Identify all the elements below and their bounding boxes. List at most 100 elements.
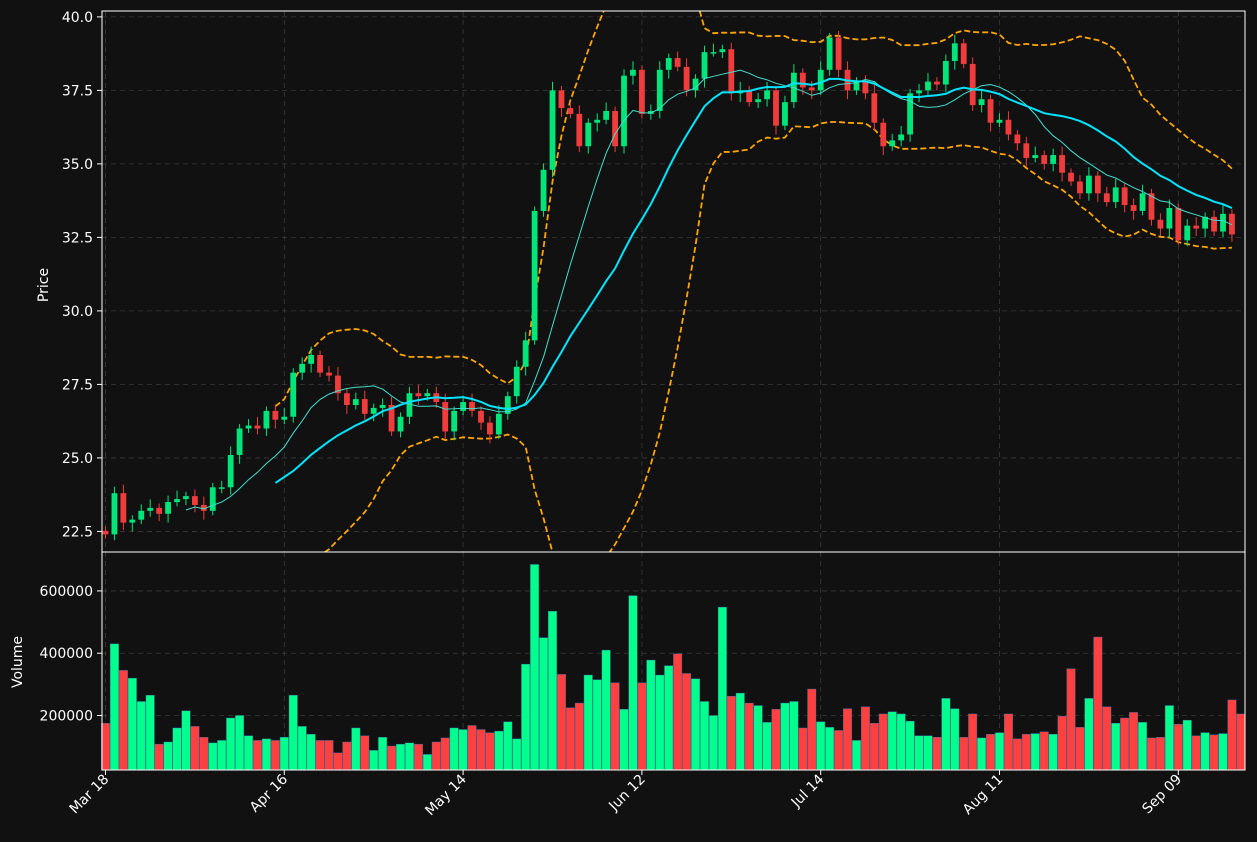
volume-bar	[959, 737, 969, 771]
volume-bar	[950, 708, 960, 771]
candle-body	[191, 496, 198, 505]
candle	[1220, 205, 1226, 238]
price-y-axis: 22.5 25.0 27.5 30.0 32.5 35.0 37.5 40.0	[62, 10, 102, 540]
x-tick-label: Apr 16	[247, 771, 291, 815]
candle	[630, 61, 636, 85]
candle-body	[281, 416, 288, 420]
candle	[853, 77, 860, 95]
volume-bar	[512, 738, 522, 771]
volume-bar	[601, 649, 611, 771]
volume-bar	[789, 701, 799, 771]
candle	[1148, 188, 1155, 226]
candle-body	[1157, 219, 1164, 229]
candle-body	[442, 402, 449, 432]
moving-average-slow	[274, 77, 1233, 484]
volume-bar	[932, 737, 942, 771]
volume-bar	[574, 702, 584, 771]
volume-bar	[101, 723, 110, 771]
volume-bar	[673, 653, 683, 771]
candle	[406, 386, 413, 425]
candle-body	[1103, 193, 1110, 203]
volume-bar	[816, 721, 826, 771]
candle-body	[361, 399, 368, 414]
candle-body	[1077, 181, 1083, 194]
volume-bar	[1048, 733, 1058, 771]
candle	[236, 424, 243, 464]
candle-body	[969, 63, 976, 106]
candle-body	[1050, 155, 1057, 164]
candle	[773, 85, 779, 135]
candle	[1059, 146, 1065, 182]
volume-tick-label: 600000	[40, 584, 93, 600]
volume-bar	[118, 670, 128, 771]
bollinger-lower-band	[323, 121, 1232, 552]
candle-body	[352, 399, 359, 405]
volume-axis-label: Volume	[10, 636, 26, 688]
volume-bar	[744, 702, 754, 771]
volume-bar	[539, 637, 549, 771]
volume-bar	[324, 740, 334, 771]
candle	[460, 395, 467, 416]
volume-bar	[217, 740, 227, 771]
candle	[594, 113, 601, 132]
candle-body	[728, 49, 735, 94]
volume-bar	[726, 695, 736, 771]
candle	[478, 406, 484, 430]
volume-bar	[691, 678, 700, 771]
candle	[1130, 198, 1137, 220]
candle	[871, 84, 878, 131]
candle-body	[165, 502, 171, 514]
candle	[120, 484, 127, 530]
volume-bar	[458, 729, 468, 771]
volume-bar	[422, 754, 432, 771]
candle	[1211, 210, 1217, 236]
volume-bar	[556, 674, 566, 771]
candle-body	[1005, 119, 1012, 135]
volume-bar	[887, 711, 897, 771]
volume-bar	[467, 725, 477, 771]
volume-bar	[1021, 733, 1031, 771]
candle-body	[495, 413, 502, 435]
candle-body	[504, 396, 511, 414]
volume-bar	[279, 737, 289, 771]
candle	[343, 388, 350, 414]
volume-bar	[986, 733, 996, 771]
candle-body	[1175, 207, 1182, 241]
candle-body	[1121, 187, 1128, 206]
candle	[1166, 199, 1173, 238]
candle	[898, 125, 905, 147]
candle-body	[156, 507, 163, 514]
volume-bar	[655, 674, 665, 771]
volume-bar	[1057, 715, 1067, 771]
candle-body	[1032, 155, 1039, 159]
bollinger-upper-band	[274, 11, 1233, 407]
candle-body	[808, 87, 815, 91]
volume-bar	[521, 663, 531, 771]
candle	[1068, 168, 1074, 186]
volume-bar	[199, 737, 209, 771]
candle-body	[853, 81, 860, 91]
candle	[621, 69, 627, 154]
candle	[1175, 203, 1182, 245]
volume-bar	[476, 729, 486, 771]
candle-body	[585, 122, 592, 147]
candle-body	[683, 66, 690, 91]
candlesticks	[102, 30, 1235, 541]
volume-bar	[190, 726, 200, 771]
candle	[996, 113, 1003, 128]
candle	[1094, 171, 1101, 203]
candle-body	[379, 404, 386, 408]
volume-bar	[449, 727, 459, 771]
candle	[1014, 130, 1021, 151]
volume-bar	[1218, 733, 1228, 771]
candle-body	[674, 58, 681, 67]
candle-body	[594, 119, 601, 123]
volume-bar	[1066, 668, 1076, 771]
candle	[674, 51, 681, 72]
candle	[880, 118, 887, 156]
candle	[567, 101, 574, 119]
volume-tick-label: 400000	[40, 646, 93, 662]
volume-bar	[995, 732, 1004, 771]
volume-bar	[700, 701, 709, 771]
candle-body	[576, 113, 583, 147]
